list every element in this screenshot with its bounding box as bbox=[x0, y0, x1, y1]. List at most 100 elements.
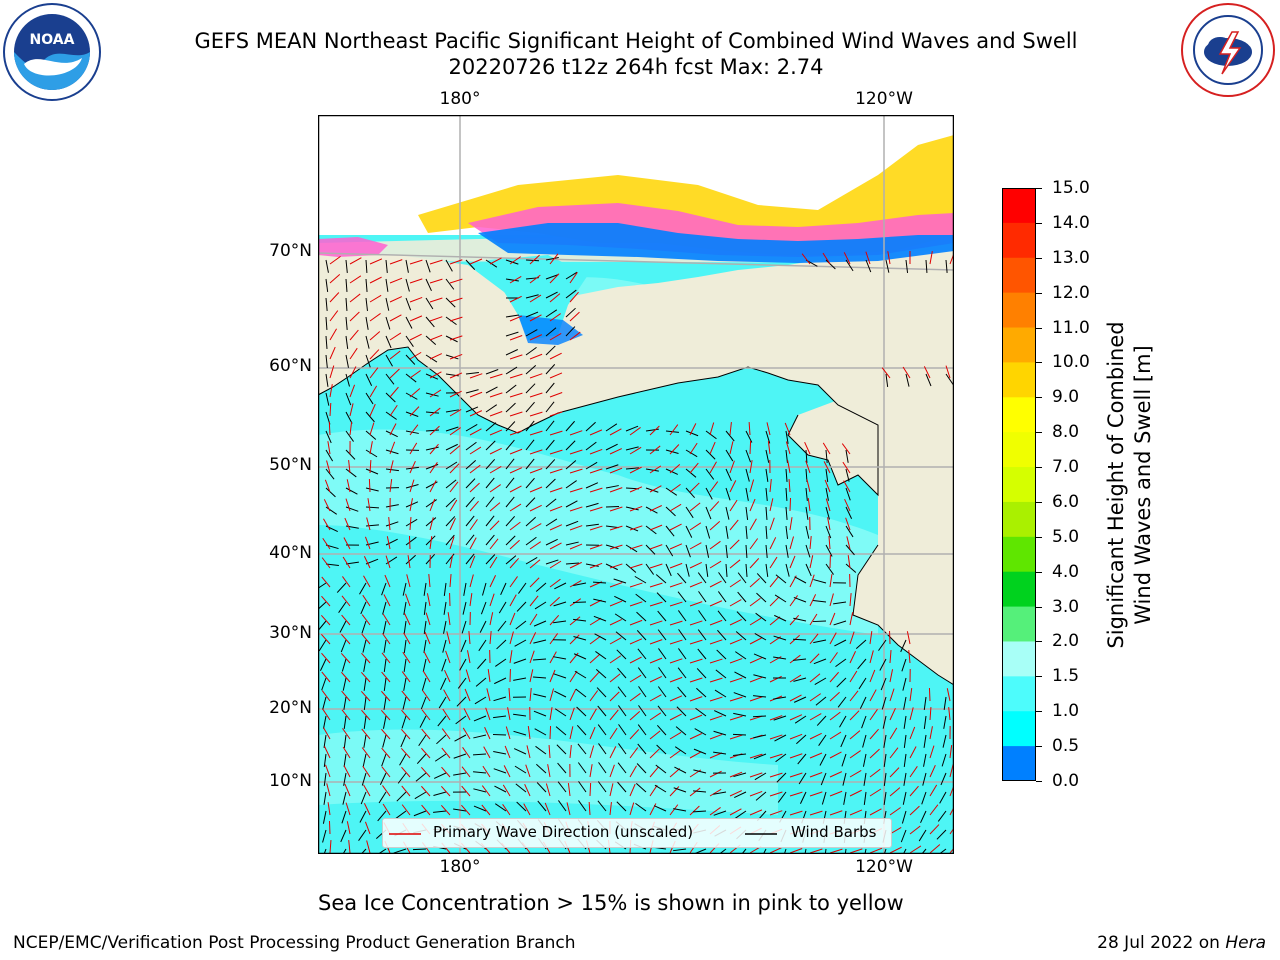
wave-arrow bbox=[566, 802, 571, 816]
wind-barb bbox=[656, 592, 667, 603]
wave-arrow bbox=[469, 500, 479, 512]
wind-barb bbox=[443, 601, 447, 615]
wave-arrow bbox=[341, 633, 351, 645]
wind-barb bbox=[463, 582, 467, 596]
wind-barb bbox=[345, 449, 356, 460]
wind-barb bbox=[834, 639, 847, 647]
wind-barb bbox=[615, 631, 627, 641]
wave-arrow bbox=[341, 614, 351, 626]
wind-barb bbox=[685, 563, 690, 577]
footer-right: 28 Jul 2022 on Hera bbox=[1097, 933, 1266, 953]
wind-barb bbox=[577, 762, 587, 774]
wave-arrow bbox=[409, 333, 422, 341]
wave-arrow bbox=[441, 747, 451, 759]
wave-arrow bbox=[889, 650, 892, 664]
wind-barb bbox=[341, 810, 347, 824]
wave-arrow bbox=[383, 594, 391, 607]
wave-arrow bbox=[787, 460, 791, 474]
wind-barb bbox=[765, 525, 768, 540]
wind-barb bbox=[505, 535, 516, 546]
wind-barb bbox=[325, 278, 329, 292]
wind-barb bbox=[695, 707, 707, 717]
colorbar-band bbox=[1002, 257, 1036, 294]
wave-arrow bbox=[369, 441, 373, 455]
wind-barb bbox=[418, 734, 427, 747]
wind-barb bbox=[433, 810, 447, 813]
wave-arrow bbox=[529, 613, 538, 626]
wave-arrow bbox=[649, 425, 660, 436]
wind-barb bbox=[365, 297, 368, 311]
wind-barb bbox=[805, 487, 808, 501]
wind-barb bbox=[325, 373, 329, 387]
wind-barb bbox=[805, 506, 809, 520]
wave-arrow bbox=[329, 346, 336, 360]
wave-arrow bbox=[769, 596, 780, 607]
wave-arrow bbox=[529, 373, 543, 379]
wave-arrow bbox=[689, 787, 701, 797]
wave-arrow bbox=[749, 676, 763, 683]
wind-barb bbox=[325, 392, 330, 406]
wave-arrow bbox=[789, 497, 792, 512]
wave-arrow bbox=[629, 729, 640, 740]
wind-barb bbox=[645, 468, 659, 472]
colorbar-tick-label: 11.0 bbox=[1052, 317, 1090, 338]
wave-arrow bbox=[805, 460, 811, 474]
wave-arrow bbox=[429, 259, 443, 265]
wind-barb bbox=[745, 468, 750, 482]
wave-arrow bbox=[909, 707, 914, 721]
wind-barb bbox=[862, 734, 867, 748]
wave-arrow bbox=[649, 657, 663, 664]
wind-barb bbox=[545, 559, 559, 565]
wave-arrow bbox=[789, 674, 802, 683]
colorbar-tick-mark bbox=[1036, 467, 1042, 469]
wave-arrow bbox=[486, 688, 491, 702]
wind-barb bbox=[339, 620, 347, 633]
wave-arrow bbox=[346, 479, 351, 493]
wind-barb bbox=[440, 677, 447, 690]
wind-barb bbox=[645, 544, 656, 555]
wind-barb bbox=[836, 677, 847, 688]
wave-arrow bbox=[389, 314, 402, 322]
wind-barb bbox=[725, 468, 732, 482]
wind-barb bbox=[725, 563, 728, 577]
wave-arrow bbox=[449, 335, 463, 341]
wind-barb bbox=[945, 373, 954, 386]
wave-arrow bbox=[829, 593, 834, 607]
wind-barb bbox=[525, 536, 537, 546]
wind-barb bbox=[825, 449, 828, 463]
colorbar-band bbox=[1002, 746, 1036, 781]
wind-barb bbox=[545, 538, 558, 546]
wind-barb bbox=[525, 420, 535, 432]
wind-barb bbox=[565, 480, 577, 489]
wave-arrow bbox=[709, 481, 719, 493]
wind-barb bbox=[597, 781, 607, 793]
wind-barb bbox=[785, 525, 789, 539]
wave-arrow bbox=[469, 593, 473, 607]
wind-barb bbox=[555, 726, 567, 736]
wave-arrow bbox=[629, 674, 642, 683]
wave-arrow bbox=[549, 253, 559, 265]
wind-barb bbox=[939, 791, 947, 804]
lat-label: 40°N bbox=[269, 543, 312, 563]
wind-barb bbox=[505, 439, 515, 451]
wind-barb bbox=[741, 848, 747, 854]
wind-barb bbox=[745, 506, 749, 520]
wave-arrow bbox=[609, 487, 623, 493]
wave-arrow bbox=[809, 536, 812, 550]
wind-barb bbox=[363, 658, 367, 672]
wind-barb bbox=[494, 803, 507, 812]
wind-barb bbox=[717, 591, 727, 603]
wave-arrow bbox=[409, 259, 423, 265]
wave-arrow bbox=[829, 612, 836, 626]
wind-barb bbox=[537, 800, 547, 812]
wind-barb bbox=[804, 848, 807, 854]
wave-arrow bbox=[509, 631, 514, 645]
wave-arrow bbox=[385, 555, 391, 569]
wave-arrow bbox=[345, 498, 351, 512]
wave-arrow bbox=[709, 639, 723, 645]
wave-arrow bbox=[709, 715, 723, 721]
wave-arrow bbox=[425, 612, 431, 626]
wind-barb bbox=[425, 278, 432, 291]
wave-arrow bbox=[788, 478, 791, 493]
wind-barb bbox=[536, 782, 547, 793]
